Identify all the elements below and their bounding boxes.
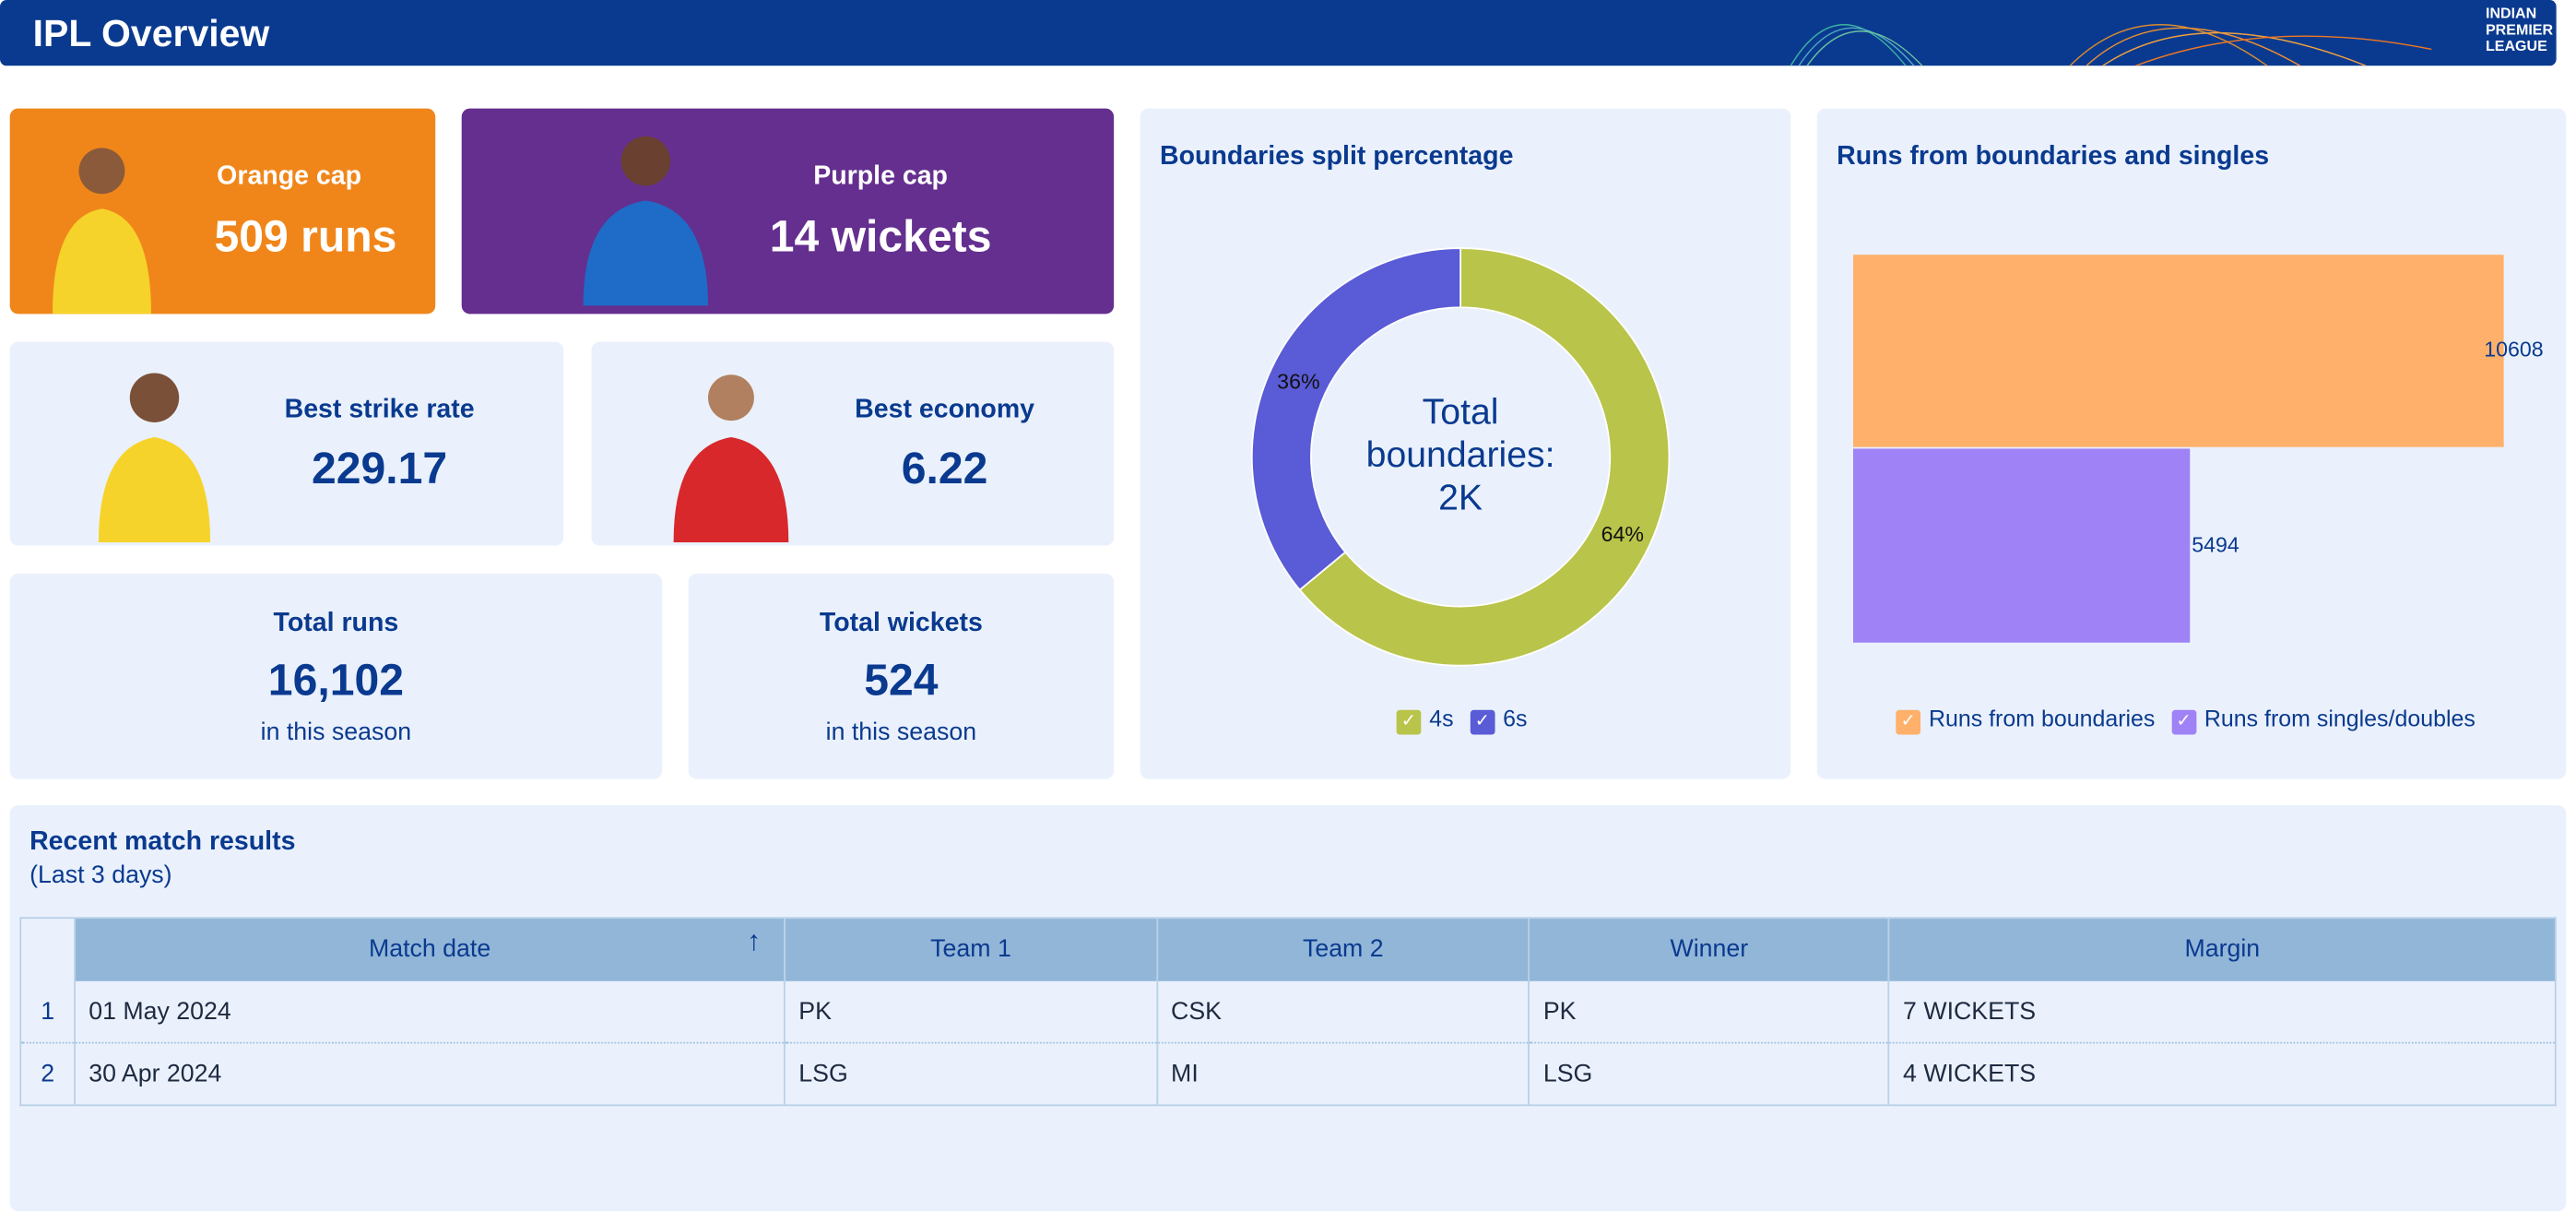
orange-cap-card: Orange cap 509 runs (9, 108, 436, 315)
total-wickets-value: 524 (864, 655, 939, 706)
cell-winner: PK (1528, 980, 1889, 1044)
purple-cap-card: Purple cap 14 wickets (461, 108, 1115, 315)
total-runs-card: Total runs 16,102 in this season (9, 573, 663, 779)
cell-date: 30 Apr 2024 (74, 1042, 786, 1107)
total-runs-sub: in this season (260, 718, 412, 746)
total-runs-label: Total runs (273, 610, 399, 638)
boundaries-split-card: Boundaries split percentage 64% 36% Tota… (1140, 108, 1791, 779)
sort-ascending-icon[interactable]: ↑ (747, 925, 762, 957)
recent-results-card: Recent match results (Last 3 days) Match… (9, 805, 2567, 1212)
strike-rate-label: Best strike rate (284, 396, 475, 424)
column-header-margin[interactable]: Margin (1888, 918, 2556, 980)
table-title: Recent match results (30, 828, 296, 857)
total-wickets-card: Total wickets 524 in this season (688, 573, 1115, 779)
bar-singles[interactable] (1852, 448, 2191, 643)
strike-rate-card: Best strike rate 229.17 (9, 341, 564, 546)
slice-6s[interactable] (1250, 247, 1462, 591)
results-table: Match date ↑ Team 1 Team 2 Winner Margin … (19, 917, 2557, 1107)
legend-label: 4s (1429, 705, 1454, 731)
cell-team2: MI (1156, 1042, 1530, 1107)
cell-team2: CSK (1156, 980, 1530, 1044)
decorative-waves (1790, 24, 2432, 66)
runs-bar-card: Runs from boundaries and singles 10608 5… (1816, 108, 2567, 779)
economy-label: Best economy (855, 396, 1035, 424)
slice-label-6s: 36% (1277, 370, 1319, 394)
cell-date: 01 May 2024 (74, 980, 786, 1044)
orange-cap-label: Orange cap (217, 162, 362, 191)
donut-center-label: Total boundaries: 2K (1365, 391, 1555, 518)
legend-label: Runs from singles/doubles (2204, 705, 2476, 731)
check-icon: ✓ (1396, 709, 1422, 735)
ipl-logo: INDIAN PREMIER LEAGUE (2485, 5, 2554, 54)
slice-4s[interactable] (1298, 247, 1671, 667)
column-header-team1[interactable]: Team 1 (784, 918, 1157, 980)
header-banner: IPL Overview INDIAN PREMIER LEAGUE (0, 0, 2557, 66)
economy-value: 6.22 (901, 444, 988, 493)
column-header-winner[interactable]: Winner (1528, 918, 1889, 980)
bar-value-singles: 5494 (2192, 532, 2239, 558)
header-label: Match date (368, 935, 491, 964)
chart-title: Boundaries split percentage (1160, 143, 1514, 172)
player-photo (98, 373, 211, 543)
page-title: IPL Overview (32, 11, 270, 54)
legend-label: 6s (1503, 705, 1528, 731)
cell-team1: PK (784, 980, 1157, 1044)
purple-cap-value: 14 wickets (769, 211, 992, 262)
cell-team1: LSG (784, 1042, 1157, 1107)
check-icon: ✓ (1896, 709, 1921, 735)
total-wickets-label: Total wickets (819, 610, 983, 638)
economy-card: Best economy 6.22 (591, 341, 1115, 546)
row-number: 1 (20, 980, 76, 1044)
purple-cap-label: Purple cap (813, 162, 948, 191)
row-number: 2 (20, 1042, 76, 1107)
bar-boundaries[interactable] (1852, 255, 2504, 447)
legend-4s[interactable]: ✓ 4s (1396, 705, 1454, 735)
slice-label-4s: 64% (1601, 522, 1644, 546)
total-runs-value: 16,102 (267, 655, 404, 706)
table-row[interactable]: 2 30 Apr 2024 LSG MI LSG 4 WICKETS (20, 1042, 2556, 1107)
cell-winner: LSG (1528, 1042, 1889, 1107)
check-icon: ✓ (1470, 709, 1495, 735)
player-photo (583, 136, 708, 306)
table-subtitle: (Last 3 days) (30, 861, 172, 890)
donut-chart: 64% 36% (1250, 247, 1671, 667)
chart-title: Runs from boundaries and singles (1837, 143, 2270, 172)
legend-label: Runs from boundaries (1928, 705, 2156, 731)
legend-boundaries[interactable]: ✓ Runs from boundaries (1896, 705, 2156, 735)
cell-margin: 4 WICKETS (1888, 1042, 2556, 1107)
cell-margin: 7 WICKETS (1888, 980, 2556, 1044)
legend-6s[interactable]: ✓ 6s (1470, 705, 1528, 735)
legend-singles[interactable]: ✓ Runs from singles/doubles (2171, 705, 2476, 735)
player-photo (673, 374, 789, 543)
table-row[interactable]: 1 01 May 2024 PK CSK PK 7 WICKETS (20, 980, 2556, 1044)
total-wickets-sub: in this season (825, 718, 977, 746)
check-icon: ✓ (2171, 709, 2196, 735)
player-photo (53, 148, 151, 315)
strike-rate-value: 229.17 (312, 444, 448, 493)
bar-value-boundaries: 10608 (2484, 337, 2544, 362)
orange-cap-value: 509 runs (214, 211, 397, 262)
column-header-team2[interactable]: Team 2 (1156, 918, 1530, 980)
column-header-match-date[interactable]: Match date ↑ (74, 918, 786, 980)
